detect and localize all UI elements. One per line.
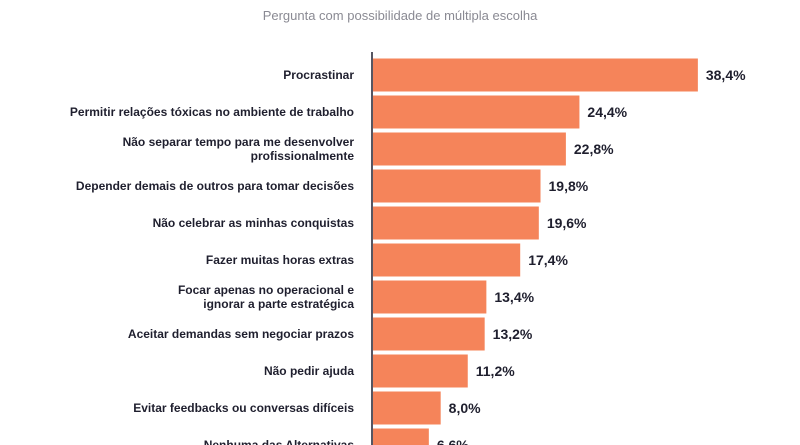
category-label: Depender demais de outros para tomar dec… bbox=[76, 179, 354, 193]
bar-value-label: 8,0% bbox=[449, 400, 481, 416]
bar-value-label: 11,2% bbox=[476, 363, 515, 379]
category-label: Fazer muitas horas extras bbox=[206, 253, 354, 267]
bar-value-label: 19,6% bbox=[547, 215, 587, 231]
bar bbox=[373, 317, 485, 351]
bar bbox=[373, 428, 429, 445]
bar-value-label: 17,4% bbox=[528, 252, 568, 268]
bar-value-label: 6,6% bbox=[437, 437, 469, 445]
bar bbox=[373, 243, 521, 277]
category-label: Aceitar demandas sem negociar prazos bbox=[128, 327, 354, 341]
category-label: Evitar feedbacks ou conversas difíceis bbox=[133, 401, 354, 415]
chart-subtitle: Pergunta com possibilidade de múltipla e… bbox=[262, 8, 538, 23]
bar bbox=[373, 132, 566, 166]
bar bbox=[373, 169, 541, 203]
category-label: Não pedir ajuda bbox=[264, 364, 354, 378]
category-label: Não separar tempo para me desenvolver pro… bbox=[123, 135, 355, 163]
bar-value-label: 13,2% bbox=[493, 326, 533, 342]
bar-value-label: 13,4% bbox=[494, 289, 534, 305]
bar bbox=[373, 206, 539, 240]
category-label: Procrastinar bbox=[283, 68, 354, 82]
bar-value-label: 24,4% bbox=[587, 104, 627, 120]
bar bbox=[373, 354, 468, 388]
bar bbox=[373, 95, 580, 129]
category-label: Nenhuma das Alternativas bbox=[204, 438, 355, 445]
category-label: Não celebrar as minhas conquistas bbox=[153, 216, 355, 230]
bar bbox=[373, 58, 698, 92]
category-label: Permitir relações tóxicas no ambiente de… bbox=[70, 105, 354, 119]
bar bbox=[373, 280, 487, 314]
bar-value-label: 22,8% bbox=[574, 141, 614, 157]
bar-value-label: 38,4% bbox=[706, 67, 746, 83]
category-label: Focar apenas no operacional e ignorar a p… bbox=[178, 283, 354, 311]
bar-value-label: 19,8% bbox=[549, 178, 589, 194]
bar bbox=[373, 391, 441, 425]
